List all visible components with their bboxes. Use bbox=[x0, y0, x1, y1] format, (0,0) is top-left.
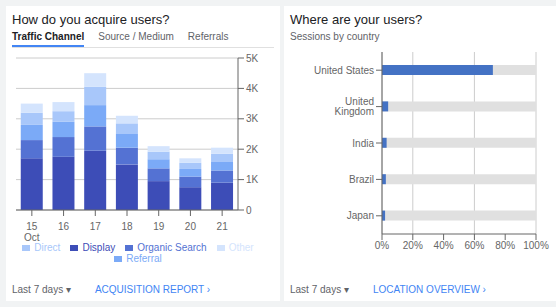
html-text:How do you acquire users?: How do you acquire users? bbox=[12, 12, 170, 27]
svg-text:17: 17 bbox=[90, 221, 102, 232]
svg-text:80%: 80% bbox=[495, 240, 515, 251]
svg-text:15Oct: 15Oct bbox=[24, 221, 40, 243]
svg-text:60%: 60% bbox=[464, 240, 484, 251]
svg-text:20: 20 bbox=[185, 221, 197, 232]
html-text:Other: Other bbox=[228, 242, 254, 253]
svg-text:0%: 0% bbox=[375, 240, 390, 251]
html-text:LOCATION OVERVIEW ›: LOCATION OVERVIEW › bbox=[373, 284, 486, 295]
html-text:Traffic Channel: Traffic Channel bbox=[12, 31, 85, 42]
svg-text:100%: 100% bbox=[523, 240, 548, 251]
svg-text:India: India bbox=[352, 138, 374, 149]
html-text:Where are your users?: Where are your users? bbox=[290, 12, 423, 27]
svg-text:21: 21 bbox=[217, 221, 229, 232]
html-text:ACQUISITION REPORT ›: ACQUISITION REPORT › bbox=[95, 284, 211, 295]
svg-text:2K: 2K bbox=[246, 144, 259, 155]
html-text:Source / Medium: Source / Medium bbox=[98, 31, 174, 42]
svg-text:UnitedKingdom: UnitedKingdom bbox=[335, 96, 374, 117]
svg-text:5K: 5K bbox=[246, 53, 259, 64]
svg-text:4K: 4K bbox=[246, 83, 259, 94]
svg-text:0: 0 bbox=[246, 205, 252, 216]
svg-text:Japan: Japan bbox=[347, 210, 374, 221]
html-text:Last 7 days ▾: Last 7 days ▾ bbox=[12, 284, 71, 295]
html-text:Organic Search: Organic Search bbox=[137, 242, 207, 253]
svg-text:16: 16 bbox=[58, 221, 70, 232]
html-text:Last 7 days ▾: Last 7 days ▾ bbox=[290, 284, 349, 295]
html-text:Display: Display bbox=[82, 242, 116, 253]
html-text:Direct: Direct bbox=[34, 242, 61, 253]
html-text:Referrals: Referrals bbox=[187, 31, 229, 42]
html-text:Sessions by country: Sessions by country bbox=[290, 31, 380, 42]
svg-text:20%: 20% bbox=[403, 240, 423, 251]
html-text:Referral: Referral bbox=[126, 253, 162, 264]
svg-text:1K: 1K bbox=[246, 174, 259, 185]
svg-text:3K: 3K bbox=[246, 113, 259, 124]
svg-text:40%: 40% bbox=[434, 240, 454, 251]
svg-text:19: 19 bbox=[153, 221, 165, 232]
svg-text:Brazil: Brazil bbox=[349, 174, 374, 185]
svg-text:United States: United States bbox=[314, 65, 374, 76]
svg-text:18: 18 bbox=[121, 221, 133, 232]
